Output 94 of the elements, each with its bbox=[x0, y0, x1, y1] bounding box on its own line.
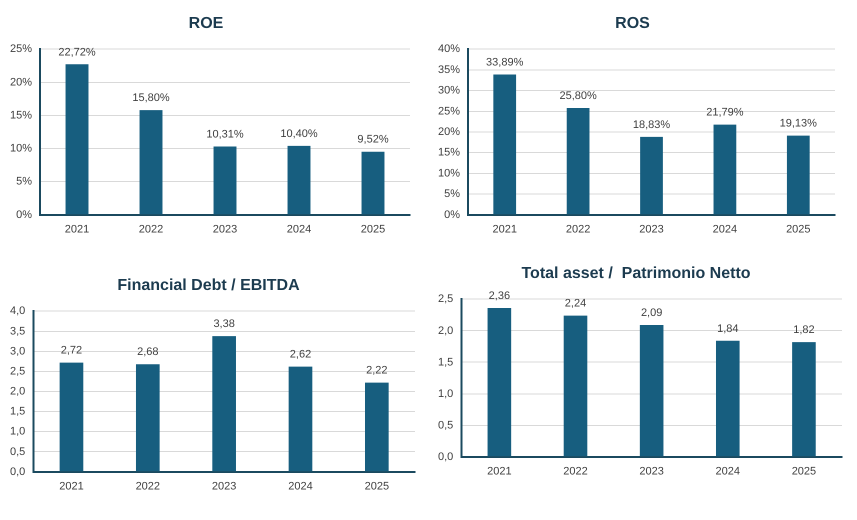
y-tick-label: 3,5 bbox=[10, 325, 26, 338]
y-tick-label: 25% bbox=[10, 43, 32, 56]
chart-title: Financial Debt / EBITDA bbox=[117, 277, 300, 294]
x-tick-label: 2023 bbox=[212, 223, 238, 236]
data-label: 2,68 bbox=[137, 346, 159, 358]
bar bbox=[714, 124, 736, 214]
data-label: 3,38 bbox=[213, 318, 235, 330]
data-label: 2,22 bbox=[366, 364, 388, 377]
data-label: 19,13% bbox=[780, 118, 818, 130]
data-label: 9,52% bbox=[357, 134, 389, 146]
y-tick-label: 2,0 bbox=[438, 324, 454, 337]
bar bbox=[792, 342, 816, 456]
x-tick-label: 2023 bbox=[212, 480, 236, 492]
y-tick-label: 2,5 bbox=[438, 293, 454, 306]
x-tick-label: 2023 bbox=[639, 465, 664, 478]
bar bbox=[716, 340, 740, 456]
y-tick-label: 4,0 bbox=[10, 305, 26, 318]
y-tick-label: 40% bbox=[438, 43, 460, 56]
x-tick-label: 2022 bbox=[136, 480, 160, 492]
y-tick-label: 15% bbox=[10, 109, 32, 122]
y-tick-label: 15% bbox=[438, 146, 460, 159]
x-tick-label: 2024 bbox=[712, 223, 738, 236]
data-label: 2,09 bbox=[640, 307, 662, 320]
bar bbox=[640, 325, 664, 456]
data-label: 15,80% bbox=[132, 92, 170, 104]
bar bbox=[288, 146, 310, 214]
y-tick-label: 0% bbox=[16, 208, 32, 221]
y-tick-label: 3,0 bbox=[10, 345, 26, 358]
x-tick-label: 2024 bbox=[716, 465, 740, 478]
data-label: 25,80% bbox=[559, 90, 597, 102]
bar bbox=[364, 382, 389, 472]
chart-title: ROS bbox=[615, 15, 650, 32]
y-tick-label: 30% bbox=[438, 84, 460, 97]
y-tick-label: 0,5 bbox=[10, 446, 26, 458]
y-tick-label: 0,5 bbox=[438, 419, 454, 432]
y-tick-label: 10% bbox=[438, 167, 460, 180]
x-tick-label: 2025 bbox=[786, 223, 811, 236]
y-tick-label: 10% bbox=[10, 142, 32, 155]
x-tick-label: 2022 bbox=[138, 223, 164, 236]
bar bbox=[140, 110, 162, 214]
y-tick-label: 0,0 bbox=[438, 450, 454, 463]
x-tick-label: 2025 bbox=[792, 465, 816, 478]
bar bbox=[488, 308, 512, 456]
bar bbox=[362, 152, 384, 214]
chart-title: Total asset / Patrimonio Netto bbox=[521, 265, 751, 282]
data-label: 2,62 bbox=[290, 348, 312, 361]
y-tick-label: 1,5 bbox=[438, 356, 454, 368]
bar bbox=[136, 364, 160, 472]
x-tick-label: 2025 bbox=[360, 223, 386, 236]
y-tick-label: 35% bbox=[438, 64, 460, 76]
data-label: 2,36 bbox=[488, 290, 510, 302]
x-tick-label: 2022 bbox=[563, 465, 588, 478]
data-label: 2,24 bbox=[564, 298, 586, 310]
data-label: 1,82 bbox=[793, 324, 815, 336]
data-label: 21,79% bbox=[706, 106, 744, 119]
y-tick-label: 0,0 bbox=[10, 466, 26, 478]
x-tick-label: 2022 bbox=[566, 223, 590, 236]
x-tick-label: 2021 bbox=[64, 223, 90, 236]
data-label: 22,72% bbox=[58, 46, 96, 58]
bar bbox=[566, 108, 590, 214]
data-label: 18,83% bbox=[632, 118, 670, 131]
data-label: 33,89% bbox=[486, 56, 524, 68]
data-label: 10,31% bbox=[206, 128, 244, 141]
y-tick-label: 1,0 bbox=[10, 426, 26, 438]
y-tick-label: 2,0 bbox=[10, 386, 26, 398]
y-tick-label: 25% bbox=[438, 105, 460, 118]
bar bbox=[60, 362, 84, 472]
y-tick-label: 2,5 bbox=[10, 365, 26, 378]
bar bbox=[493, 74, 516, 214]
y-tick-label: 20% bbox=[438, 126, 460, 138]
x-tick-label: 2024 bbox=[286, 223, 312, 236]
y-tick-label: 0% bbox=[444, 208, 460, 221]
bar bbox=[66, 64, 88, 214]
y-tick-label: 5% bbox=[444, 188, 460, 200]
x-tick-label: 2024 bbox=[288, 480, 313, 492]
y-tick-label: 1,0 bbox=[438, 388, 454, 400]
bar bbox=[288, 366, 312, 472]
bar bbox=[640, 136, 663, 214]
y-tick-label: 20% bbox=[10, 76, 32, 88]
data-label: 1,84 bbox=[717, 322, 738, 335]
x-tick-label: 2021 bbox=[492, 223, 517, 236]
data-label: 10,40% bbox=[280, 128, 318, 140]
x-tick-label: 2021 bbox=[59, 480, 84, 492]
bar bbox=[214, 146, 236, 214]
x-tick-label: 2023 bbox=[639, 223, 664, 236]
data-label: 2,72 bbox=[60, 344, 82, 357]
x-tick-label: 2021 bbox=[487, 465, 512, 478]
chart-title: ROE bbox=[188, 15, 224, 32]
bar bbox=[786, 136, 810, 214]
x-tick-label: 2025 bbox=[364, 480, 390, 492]
bar bbox=[564, 316, 588, 456]
bar bbox=[212, 336, 236, 472]
y-tick-label: 1,5 bbox=[10, 406, 26, 418]
y-tick-label: 5% bbox=[16, 176, 32, 188]
